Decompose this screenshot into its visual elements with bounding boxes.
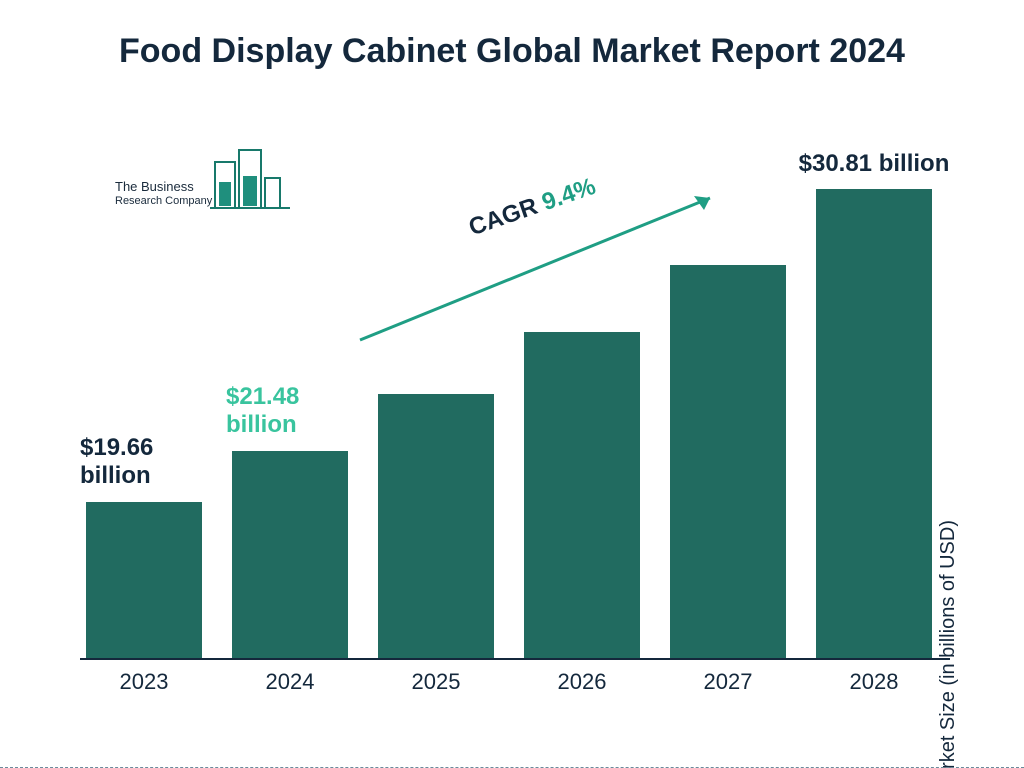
bar-chart: 2023 2024 2025 2026 2027 2028 $19.66billion $2… [80, 120, 950, 700]
bar [232, 451, 348, 660]
bar-value-label: $30.81 billion [786, 150, 962, 178]
bar [816, 189, 932, 660]
cagr-annotation: CAGR 9.4% [350, 180, 730, 350]
bar-value-label: $19.66billion [80, 434, 208, 489]
x-axis-line [80, 658, 950, 660]
bar [86, 502, 202, 660]
x-tick-label: 2025 [378, 669, 494, 695]
x-tick-label: 2027 [670, 669, 786, 695]
page-root: Food Display Cabinet Global Market Repor… [0, 0, 1024, 768]
y-axis-label: Market Size (in billions of USD) [937, 520, 960, 768]
x-tick-label: 2026 [524, 669, 640, 695]
x-tick-label: 2024 [232, 669, 348, 695]
bar-value-label: $21.48billion [226, 383, 354, 438]
x-tick-label: 2023 [86, 669, 202, 695]
chart-title: Food Display Cabinet Global Market Repor… [0, 30, 1024, 73]
x-tick-label: 2028 [816, 669, 932, 695]
bar [378, 394, 494, 660]
bar [524, 332, 640, 660]
